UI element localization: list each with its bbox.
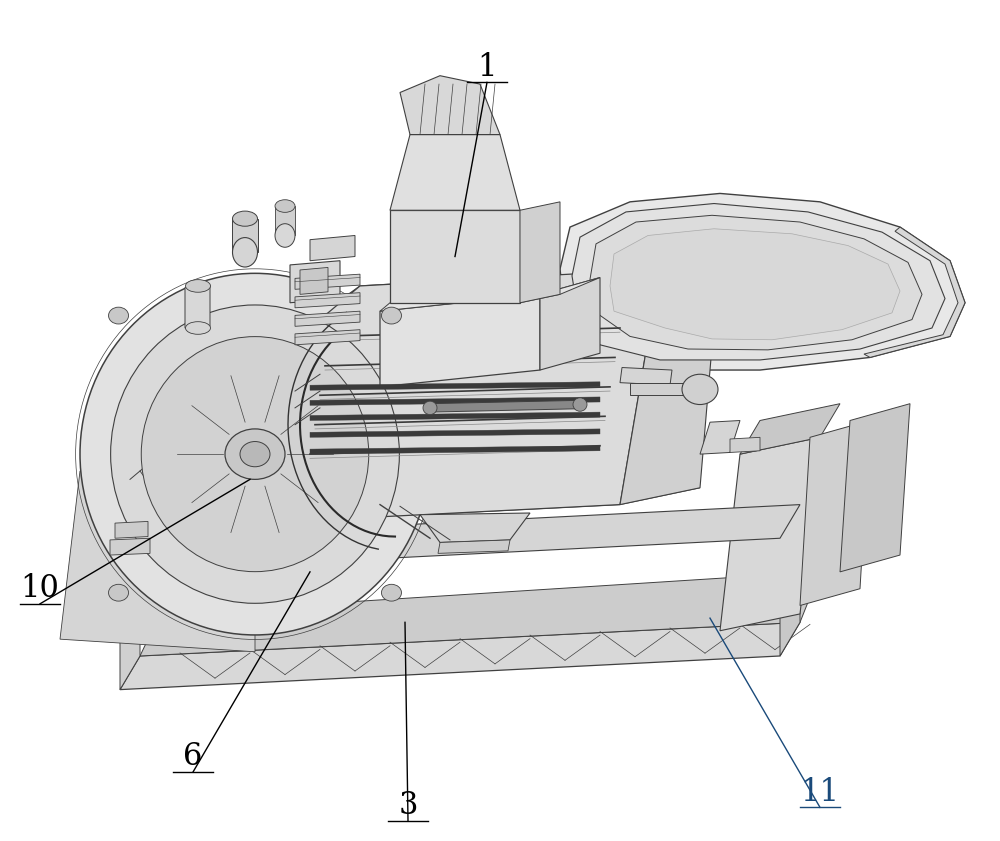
- Ellipse shape: [186, 322, 210, 335]
- Circle shape: [240, 442, 270, 467]
- Polygon shape: [590, 215, 922, 350]
- Polygon shape: [310, 382, 600, 390]
- Polygon shape: [300, 267, 328, 294]
- Circle shape: [381, 584, 401, 601]
- Polygon shape: [120, 505, 800, 572]
- Polygon shape: [110, 538, 150, 555]
- Circle shape: [682, 374, 718, 405]
- Polygon shape: [780, 538, 800, 656]
- Circle shape: [225, 429, 285, 479]
- Text: 3: 3: [398, 791, 418, 821]
- Polygon shape: [120, 538, 140, 690]
- Ellipse shape: [111, 305, 399, 603]
- Polygon shape: [864, 227, 965, 357]
- Polygon shape: [730, 437, 760, 452]
- Polygon shape: [520, 202, 560, 303]
- Polygon shape: [275, 206, 295, 235]
- Circle shape: [381, 307, 401, 324]
- Polygon shape: [620, 252, 720, 505]
- Ellipse shape: [232, 211, 258, 226]
- Text: 10: 10: [21, 574, 59, 604]
- Ellipse shape: [573, 398, 587, 411]
- Polygon shape: [310, 412, 600, 420]
- Polygon shape: [720, 437, 820, 631]
- Polygon shape: [310, 429, 600, 437]
- Polygon shape: [540, 278, 600, 370]
- Polygon shape: [390, 135, 520, 210]
- Ellipse shape: [232, 238, 258, 267]
- Polygon shape: [295, 274, 360, 289]
- Polygon shape: [610, 229, 900, 340]
- Polygon shape: [290, 269, 660, 521]
- Polygon shape: [572, 204, 945, 360]
- Ellipse shape: [186, 279, 210, 293]
- Text: 6: 6: [183, 742, 203, 772]
- Polygon shape: [560, 193, 965, 370]
- Ellipse shape: [423, 401, 437, 415]
- Polygon shape: [120, 622, 800, 690]
- Polygon shape: [140, 572, 820, 656]
- Ellipse shape: [80, 273, 430, 635]
- Polygon shape: [430, 400, 580, 412]
- Polygon shape: [390, 210, 520, 303]
- Ellipse shape: [275, 200, 295, 213]
- Polygon shape: [380, 278, 600, 311]
- Polygon shape: [840, 404, 910, 572]
- Polygon shape: [290, 269, 660, 336]
- Polygon shape: [400, 76, 500, 135]
- Polygon shape: [290, 488, 700, 521]
- Polygon shape: [800, 420, 870, 606]
- Polygon shape: [420, 513, 530, 542]
- Ellipse shape: [275, 224, 295, 247]
- Polygon shape: [185, 286, 210, 328]
- Polygon shape: [700, 420, 740, 454]
- Polygon shape: [310, 397, 600, 405]
- Circle shape: [109, 307, 129, 324]
- Text: 11: 11: [800, 777, 840, 807]
- Polygon shape: [232, 219, 258, 252]
- Polygon shape: [630, 383, 700, 395]
- Polygon shape: [310, 235, 355, 261]
- Polygon shape: [295, 330, 360, 345]
- Ellipse shape: [141, 336, 369, 572]
- Polygon shape: [380, 294, 540, 387]
- Polygon shape: [295, 311, 360, 326]
- Polygon shape: [620, 368, 672, 385]
- Polygon shape: [310, 446, 600, 454]
- Circle shape: [109, 584, 129, 601]
- Polygon shape: [295, 293, 360, 308]
- Text: 1: 1: [477, 52, 497, 82]
- Polygon shape: [438, 540, 510, 553]
- Polygon shape: [60, 471, 255, 652]
- Polygon shape: [740, 404, 840, 454]
- Polygon shape: [115, 521, 148, 538]
- Polygon shape: [290, 261, 340, 303]
